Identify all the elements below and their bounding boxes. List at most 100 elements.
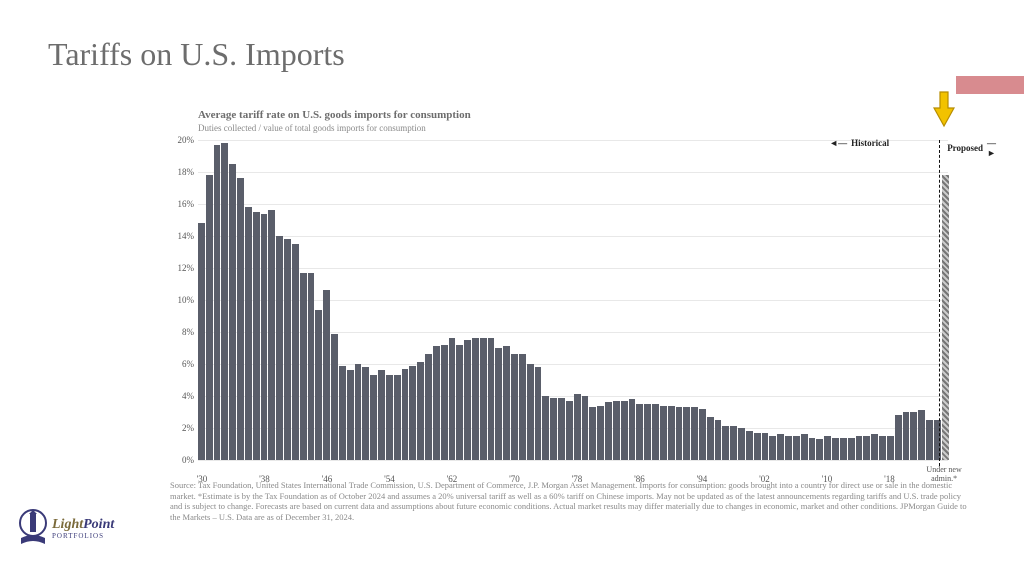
bar bbox=[355, 364, 362, 460]
bar bbox=[683, 407, 690, 460]
bar bbox=[887, 436, 894, 460]
bar bbox=[863, 436, 870, 460]
bar bbox=[582, 396, 589, 460]
bar bbox=[323, 290, 330, 460]
bar bbox=[777, 434, 784, 460]
bar bbox=[472, 338, 479, 460]
y-tick: 12% bbox=[178, 263, 195, 273]
bar bbox=[613, 401, 620, 460]
bar bbox=[762, 433, 769, 460]
bar bbox=[214, 145, 221, 460]
bar bbox=[550, 398, 557, 460]
bar bbox=[589, 407, 596, 460]
bar bbox=[809, 438, 816, 460]
bar bbox=[292, 244, 299, 460]
y-tick: 16% bbox=[178, 199, 195, 209]
bar bbox=[824, 436, 831, 460]
bar bbox=[456, 345, 463, 460]
bar bbox=[840, 438, 847, 460]
y-tick: 10% bbox=[178, 295, 195, 305]
bar bbox=[206, 175, 213, 460]
bar bbox=[229, 164, 236, 460]
bar bbox=[676, 407, 683, 460]
brand-logo: LightPoint PORTFOLIOS bbox=[18, 508, 114, 548]
bar bbox=[707, 417, 714, 460]
bar bbox=[535, 367, 542, 460]
bar bbox=[597, 406, 604, 460]
bar bbox=[738, 428, 745, 460]
bar bbox=[339, 366, 346, 460]
bar bbox=[629, 399, 636, 460]
page-title: Tariffs on U.S. Imports bbox=[48, 36, 345, 73]
bars-container bbox=[198, 140, 948, 460]
bar bbox=[261, 214, 268, 460]
bar bbox=[871, 434, 878, 460]
bar bbox=[754, 433, 761, 460]
bar bbox=[660, 406, 667, 460]
bar bbox=[221, 143, 228, 460]
bar bbox=[347, 370, 354, 460]
bar bbox=[832, 438, 839, 460]
bar bbox=[746, 431, 753, 460]
bar-proposed bbox=[942, 175, 949, 460]
bar bbox=[511, 354, 518, 460]
bar bbox=[668, 406, 675, 460]
bar bbox=[542, 396, 549, 460]
bar bbox=[402, 369, 409, 460]
legend-historical-label: Historical bbox=[851, 138, 889, 148]
bar bbox=[605, 402, 612, 460]
bar bbox=[449, 338, 456, 460]
bar bbox=[769, 436, 776, 460]
lighthouse-icon bbox=[18, 508, 48, 548]
bar bbox=[284, 239, 291, 460]
bar bbox=[918, 410, 925, 460]
y-tick: 2% bbox=[182, 423, 194, 433]
chart-subtitle: Duties collected / value of total goods … bbox=[198, 123, 426, 133]
historical-proposed-divider bbox=[939, 140, 940, 466]
bar bbox=[268, 210, 275, 460]
bar bbox=[895, 415, 902, 460]
bar bbox=[394, 375, 401, 460]
bar bbox=[362, 367, 369, 460]
bar bbox=[370, 375, 377, 460]
bar bbox=[644, 404, 651, 460]
chart-area: 0%2%4%6%8%10%12%14%16%18%20% '30'38'46'5… bbox=[198, 140, 948, 460]
logo-word-point: Point bbox=[83, 517, 114, 532]
bar bbox=[926, 420, 933, 460]
bar bbox=[433, 346, 440, 460]
bar bbox=[409, 366, 416, 460]
source-footnote: Source: Tax Foundation, United States In… bbox=[170, 480, 970, 523]
bar bbox=[652, 404, 659, 460]
bar bbox=[378, 370, 385, 460]
bar bbox=[276, 236, 283, 460]
bar bbox=[793, 436, 800, 460]
bar bbox=[425, 354, 432, 460]
bar bbox=[691, 407, 698, 460]
bar bbox=[527, 364, 534, 460]
logo-text: LightPoint PORTFOLIOS bbox=[52, 516, 114, 540]
bar bbox=[315, 310, 322, 460]
bar bbox=[722, 426, 729, 460]
legend-historical: ◄— Historical bbox=[829, 138, 889, 148]
y-tick: 20% bbox=[178, 135, 195, 145]
bar bbox=[636, 404, 643, 460]
bar bbox=[730, 426, 737, 460]
bar bbox=[801, 434, 808, 460]
bar bbox=[574, 394, 581, 460]
bar bbox=[495, 348, 502, 460]
bar bbox=[417, 362, 424, 460]
bar bbox=[910, 412, 917, 460]
bar bbox=[903, 412, 910, 460]
gridline bbox=[198, 460, 948, 461]
arrow-left-icon: ◄— bbox=[829, 138, 847, 148]
bar bbox=[237, 178, 244, 460]
y-tick: 6% bbox=[182, 359, 194, 369]
bar bbox=[480, 338, 487, 460]
y-axis: 0%2%4%6%8%10%12%14%16%18%20% bbox=[170, 140, 198, 460]
bar bbox=[503, 346, 510, 460]
logo-word-light: Light bbox=[52, 517, 83, 532]
y-tick: 8% bbox=[182, 327, 194, 337]
arrow-right-icon: —► bbox=[987, 138, 996, 158]
bar bbox=[331, 334, 338, 460]
bar bbox=[816, 439, 823, 460]
